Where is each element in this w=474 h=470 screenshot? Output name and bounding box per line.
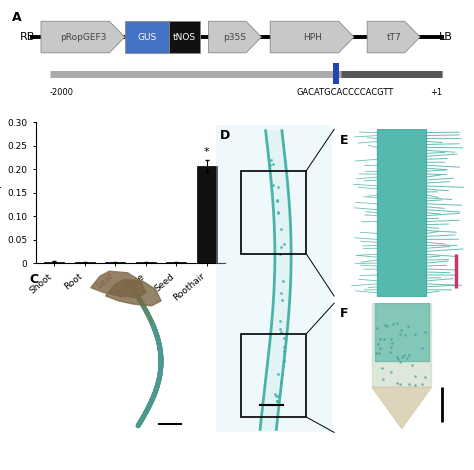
Polygon shape [372,387,431,429]
Bar [216,235,332,242]
Bar [216,389,332,395]
Bar [216,260,332,266]
Text: HPH: HPH [303,32,321,41]
Text: RB: RB [20,32,35,42]
Bar [241,171,306,254]
Bar [216,192,332,198]
Polygon shape [209,21,262,53]
Bar [216,420,332,426]
Text: A: A [12,11,22,24]
Bar [216,328,332,334]
Bar [216,248,332,254]
Bar [216,254,332,260]
Bar [216,186,332,192]
Text: pRopGEF3: pRopGEF3 [60,32,106,41]
Text: GUS: GUS [137,32,156,41]
Text: D: D [220,129,230,142]
Bar [216,303,332,309]
Bar [166,262,186,263]
Text: C: C [30,273,39,286]
Text: +1: +1 [430,88,442,97]
Bar [216,340,332,346]
Bar [216,309,332,315]
Text: tNOS: tNOS [173,32,196,41]
Bar [216,174,332,180]
Bar [216,321,332,328]
Polygon shape [91,271,146,298]
Polygon shape [367,21,420,53]
Bar [216,242,332,248]
Bar [216,137,332,143]
Bar [216,180,332,186]
Bar [241,334,306,417]
Text: E: E [339,134,348,147]
Bar [75,262,94,263]
Text: *: * [204,147,210,157]
Bar [216,266,332,272]
Bar [216,291,332,297]
Bar [216,377,332,383]
Bar [216,352,332,359]
Bar [216,223,332,229]
Bar [216,285,332,291]
Bar [216,272,332,278]
Bar [333,63,339,85]
Bar [216,346,332,352]
Bar [125,21,169,53]
Polygon shape [41,21,125,53]
Bar [216,334,332,340]
Polygon shape [106,279,161,306]
Polygon shape [270,21,354,53]
Bar [216,143,332,149]
Text: -2000: -2000 [50,88,74,97]
Bar [44,262,64,263]
Bar [216,408,332,414]
Bar [216,383,332,389]
Text: F: F [339,307,348,320]
Bar [216,204,332,211]
Bar [216,359,332,365]
Bar [216,162,332,168]
Bar [216,149,332,155]
Bar [197,166,217,263]
Bar [169,21,200,53]
Bar [216,168,332,174]
Y-axis label: relative expression: relative expression [0,149,1,236]
Bar [105,262,125,263]
Bar [216,229,332,235]
Bar [216,395,332,401]
Bar [136,262,155,263]
Bar [216,426,332,432]
Bar [216,401,332,408]
Text: tT7: tT7 [386,32,401,41]
Bar [216,211,332,217]
Bar [216,297,332,303]
Bar [216,217,332,223]
Text: LB: LB [439,32,453,42]
Bar [216,131,332,137]
Bar [216,155,332,162]
Bar [216,365,332,371]
Bar [216,198,332,204]
Polygon shape [374,303,428,361]
Bar [216,278,332,285]
Bar [216,315,332,321]
Bar [216,125,332,131]
Text: p35S: p35S [223,32,246,41]
Bar [216,414,332,420]
Polygon shape [372,303,431,387]
Text: GACATGCACCCCACGTT: GACATGCACCCCACGTT [297,88,394,97]
Bar [216,371,332,377]
